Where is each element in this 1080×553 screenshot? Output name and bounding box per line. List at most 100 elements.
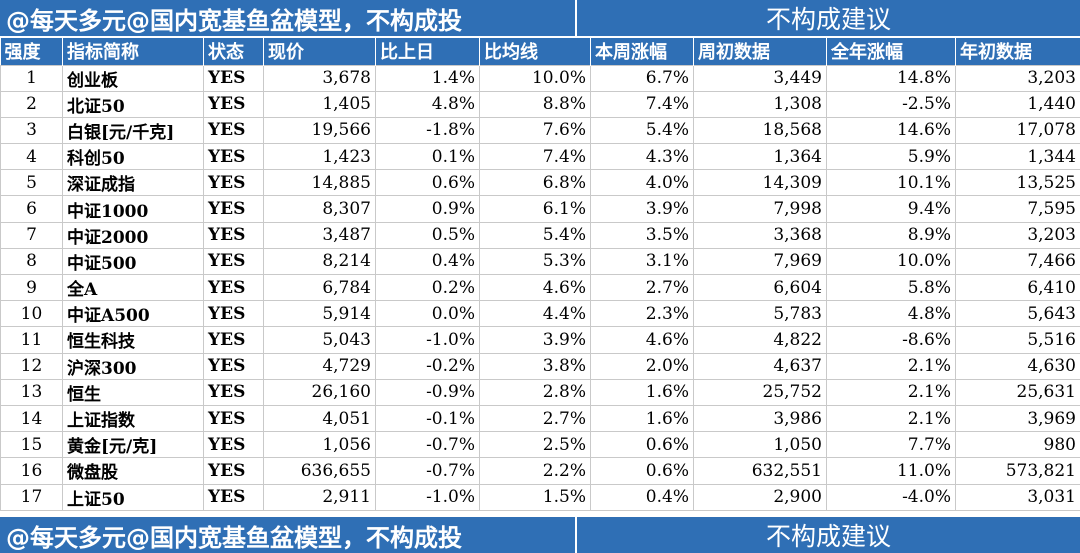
cell-strength[interactable]: 17 <box>0 483 63 511</box>
cell-week-start[interactable]: 3,449 <box>693 64 827 92</box>
cell-vs-ma[interactable]: 2.8% <box>479 378 591 406</box>
cell-year-start[interactable]: 3,969 <box>955 404 1080 433</box>
cell-day-change[interactable]: -0.9% <box>375 378 480 406</box>
cell-week-start[interactable]: 1,308 <box>693 90 827 118</box>
cell-week-start[interactable]: 2,900 <box>693 483 827 511</box>
cell-name[interactable]: 微盘股 <box>62 457 204 485</box>
cell-vs-ma[interactable]: 5.3% <box>479 247 591 276</box>
cell-price[interactable]: 3,487 <box>263 221 376 249</box>
cell-year-change[interactable]: 2.1% <box>826 352 956 380</box>
cell-week-start[interactable]: 632,551 <box>693 457 827 485</box>
table-row[interactable]: 14 上证指数 YES 4,051 -0.1% 2.7% 1.6% 3,986 2.1% 3,96… <box>0 404 1080 433</box>
cell-day-change[interactable]: -0.2% <box>375 352 480 380</box>
cell-state[interactable]: YES <box>203 143 264 171</box>
cell-vs-ma[interactable]: 8.8% <box>479 90 591 118</box>
table-row[interactable]: 5 深证成指 YES 14,885 0.6% 6.8% 4.0% 14,309 10.1% 13,… <box>0 169 1080 197</box>
cell-week-start[interactable]: 4,637 <box>693 352 827 380</box>
cell-state[interactable]: YES <box>203 169 264 197</box>
cell-week-start[interactable]: 5,783 <box>693 300 827 328</box>
cell-state[interactable]: YES <box>203 221 264 249</box>
cell-state[interactable]: YES <box>203 352 264 380</box>
table-row[interactable]: 16 微盘股 YES 636,655 -0.7% 2.2% 0.6% 632,551 11.0%… <box>0 457 1080 485</box>
cell-strength[interactable]: 10 <box>0 300 63 328</box>
cell-name[interactable]: 科创50 <box>62 143 204 171</box>
cell-strength[interactable]: 7 <box>0 221 63 249</box>
cell-name[interactable]: 创业板 <box>62 64 204 92</box>
cell-name[interactable]: 白银[元/千克] <box>62 116 204 145</box>
col-header-week-change[interactable]: 本周涨幅 <box>590 38 694 65</box>
cell-week-start[interactable]: 6,604 <box>693 273 827 302</box>
cell-price[interactable]: 1,423 <box>263 143 376 171</box>
cell-day-change[interactable]: 4.8% <box>375 90 480 118</box>
cell-year-change[interactable]: 14.8% <box>826 64 956 92</box>
cell-week-change[interactable]: 2.3% <box>590 300 694 328</box>
table-row[interactable]: 11 恒生科技 YES 5,043 -1.0% 3.9% 4.6% 4,822 -8.6% 5,5… <box>0 326 1080 354</box>
cell-year-start[interactable]: 3,031 <box>955 483 1080 511</box>
cell-strength[interactable]: 13 <box>0 378 63 406</box>
cell-day-change[interactable]: -1.8% <box>375 116 480 145</box>
cell-year-start[interactable]: 13,525 <box>955 169 1080 197</box>
cell-day-change[interactable]: 0.0% <box>375 300 480 328</box>
cell-week-change[interactable]: 1.6% <box>590 378 694 406</box>
cell-strength[interactable]: 12 <box>0 352 63 380</box>
cell-price[interactable]: 1,056 <box>263 431 376 459</box>
cell-strength[interactable]: 6 <box>0 195 63 223</box>
cell-day-change[interactable]: -0.7% <box>375 431 480 459</box>
cell-day-change[interactable]: 0.4% <box>375 247 480 276</box>
cell-state[interactable]: YES <box>203 378 264 406</box>
cell-name[interactable]: 深证成指 <box>62 169 204 197</box>
cell-state[interactable]: YES <box>203 300 264 328</box>
col-header-week-start[interactable]: 周初数据 <box>693 38 827 65</box>
cell-vs-ma[interactable]: 7.4% <box>479 143 591 171</box>
col-header-name[interactable]: 指标简称 <box>62 38 204 65</box>
table-row[interactable]: 3 白银[元/千克] YES 19,566 -1.8% 7.6% 5.4% 18,568 14.… <box>0 116 1080 145</box>
cell-week-change[interactable]: 7.4% <box>590 90 694 118</box>
cell-year-change[interactable]: 2.1% <box>826 404 956 433</box>
cell-day-change[interactable]: 0.2% <box>375 273 480 302</box>
cell-year-start[interactable]: 25,631 <box>955 378 1080 406</box>
cell-vs-ma[interactable]: 3.8% <box>479 352 591 380</box>
cell-name[interactable]: 中证2000 <box>62 221 204 249</box>
cell-price[interactable]: 636,655 <box>263 457 376 485</box>
cell-week-start[interactable]: 25,752 <box>693 378 827 406</box>
cell-state[interactable]: YES <box>203 90 264 118</box>
cell-state[interactable]: YES <box>203 404 264 433</box>
cell-day-change[interactable]: -0.7% <box>375 457 480 485</box>
cell-day-change[interactable]: 1.4% <box>375 64 480 92</box>
cell-year-start[interactable]: 5,643 <box>955 300 1080 328</box>
cell-vs-ma[interactable]: 6.8% <box>479 169 591 197</box>
cell-week-change[interactable]: 4.0% <box>590 169 694 197</box>
cell-vs-ma[interactable]: 5.4% <box>479 221 591 249</box>
cell-state[interactable]: YES <box>203 273 264 302</box>
cell-week-change[interactable]: 2.7% <box>590 273 694 302</box>
cell-year-change[interactable]: 5.9% <box>826 143 956 171</box>
cell-year-start[interactable]: 1,344 <box>955 143 1080 171</box>
cell-year-change[interactable]: 8.9% <box>826 221 956 249</box>
table-row[interactable]: 7 中证2000 YES 3,487 0.5% 5.4% 3.5% 3,368 8.9% 3,20… <box>0 221 1080 249</box>
table-row[interactable]: 12 沪深300 YES 4,729 -0.2% 3.8% 2.0% 4,637 2.1% 4,6… <box>0 352 1080 380</box>
cell-week-start[interactable]: 3,986 <box>693 404 827 433</box>
cell-week-change[interactable]: 4.6% <box>590 326 694 354</box>
col-header-state[interactable]: 状态 <box>203 38 264 65</box>
cell-strength[interactable]: 3 <box>0 116 63 145</box>
col-header-day-change[interactable]: 比上日 <box>375 38 480 65</box>
cell-week-start[interactable]: 1,364 <box>693 143 827 171</box>
cell-week-change[interactable]: 3.5% <box>590 221 694 249</box>
cell-price[interactable]: 8,214 <box>263 247 376 276</box>
cell-name[interactable]: 中证1000 <box>62 195 204 223</box>
cell-price[interactable]: 6,784 <box>263 273 376 302</box>
cell-week-change[interactable]: 4.3% <box>590 143 694 171</box>
cell-strength[interactable]: 4 <box>0 143 63 171</box>
cell-price[interactable]: 8,307 <box>263 195 376 223</box>
cell-price[interactable]: 5,043 <box>263 326 376 354</box>
cell-day-change[interactable]: -1.0% <box>375 326 480 354</box>
cell-price[interactable]: 4,729 <box>263 352 376 380</box>
table-row[interactable]: 15 黄金[元/克] YES 1,056 -0.7% 2.5% 0.6% 1,050 7.7% 9… <box>0 431 1080 459</box>
cell-week-change[interactable]: 1.6% <box>590 404 694 433</box>
table-row[interactable]: 9 全A YES 6,784 0.2% 4.6% 2.7% 6,604 5.8% 6,410 <box>0 273 1080 302</box>
cell-vs-ma[interactable]: 2.5% <box>479 431 591 459</box>
cell-state[interactable]: YES <box>203 247 264 276</box>
table-row[interactable]: 8 中证500 YES 8,214 0.4% 5.3% 3.1% 7,969 10.0% 7,46… <box>0 247 1080 276</box>
cell-year-change[interactable]: 5.8% <box>826 273 956 302</box>
cell-year-change[interactable]: -2.5% <box>826 90 956 118</box>
